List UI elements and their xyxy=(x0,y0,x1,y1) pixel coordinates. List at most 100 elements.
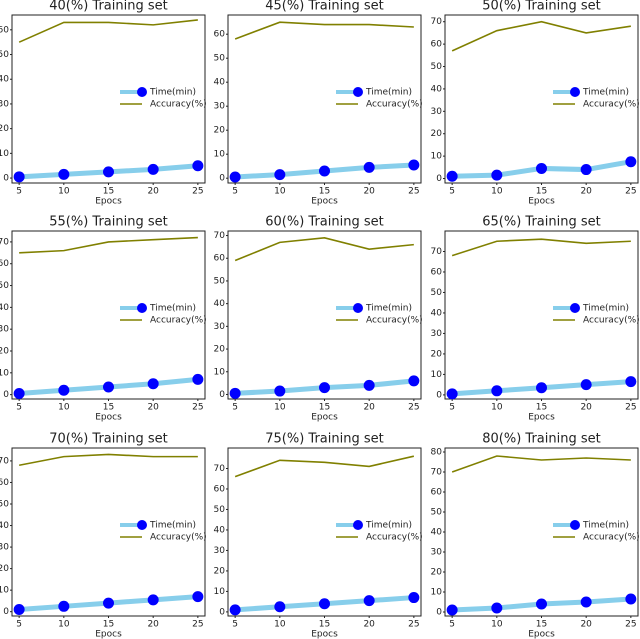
y-tick-label: 40 xyxy=(214,78,226,88)
y-tick-label: 0 xyxy=(3,174,9,184)
y-tick-label: 40 xyxy=(0,521,9,531)
point xyxy=(147,378,159,390)
y-tick-label: 20 xyxy=(0,347,9,357)
point xyxy=(491,385,503,397)
x-tick-label: 20 xyxy=(363,620,375,630)
point xyxy=(192,373,204,385)
legend-marker xyxy=(353,303,363,313)
y-tick-label: 40 xyxy=(214,299,226,309)
legend-label: Accuracy(%) xyxy=(583,533,640,543)
point xyxy=(363,595,375,607)
point xyxy=(408,592,420,604)
y-tick-label: 30 xyxy=(431,329,443,339)
point xyxy=(408,375,420,387)
legend-marker xyxy=(353,87,363,97)
x-tick-label: 15 xyxy=(536,620,547,630)
y-tick-label: 10 xyxy=(214,587,226,597)
legend-label: Time(min) xyxy=(365,88,412,98)
x-tick-label: 15 xyxy=(319,187,330,197)
y-tick-label: 10 xyxy=(0,368,9,378)
y-tick-label: 30 xyxy=(431,107,443,117)
y-tick-label: 10 xyxy=(431,370,443,380)
x-tick-label: 20 xyxy=(580,403,592,413)
x-tick-label: 10 xyxy=(58,403,70,413)
x-tick-label: 25 xyxy=(408,620,419,630)
y-tick-label: 70 xyxy=(214,464,226,474)
y-tick-label: 40 xyxy=(431,308,443,318)
x-tick-label: 15 xyxy=(103,620,114,630)
point xyxy=(580,379,592,391)
x-axis-label: Epocs xyxy=(528,197,555,207)
x-tick-label: 5 xyxy=(449,620,455,630)
y-tick-label: 50 xyxy=(214,276,226,286)
chart-title: 45(%) Training set xyxy=(265,0,383,14)
y-tick-label: 0 xyxy=(219,390,225,400)
point xyxy=(536,382,547,394)
y-tick-label: 70 xyxy=(0,456,9,466)
legend-label: Accuracy(%) xyxy=(366,533,423,543)
y-tick-label: 60 xyxy=(431,488,443,498)
legend-label: Accuracy(%) xyxy=(150,100,207,110)
x-axis-label: Epocs xyxy=(528,630,555,639)
series-line xyxy=(234,237,414,262)
chart-title: 70(%) Training set xyxy=(49,432,167,447)
point xyxy=(491,169,503,181)
y-tick-label: 0 xyxy=(436,390,442,400)
y-tick-label: 20 xyxy=(431,129,443,139)
x-tick-label: 20 xyxy=(147,620,159,630)
x-tick-label: 25 xyxy=(192,403,203,413)
point xyxy=(192,591,204,603)
point xyxy=(58,384,70,396)
x-tick-label: 20 xyxy=(580,620,592,630)
point xyxy=(58,168,70,180)
series-line xyxy=(18,453,198,467)
legend-marker xyxy=(570,303,580,313)
x-tick-label: 20 xyxy=(147,187,159,197)
legend-label: Time(min) xyxy=(582,88,629,98)
x-tick-label: 10 xyxy=(58,620,70,630)
x-tick-label: 15 xyxy=(536,187,547,197)
y-tick-label: 50 xyxy=(0,500,9,510)
y-tick-label: 80 xyxy=(431,448,443,458)
x-tick-label: 25 xyxy=(625,620,636,630)
x-tick-label: 15 xyxy=(536,403,547,413)
y-tick-label: 40 xyxy=(431,528,443,538)
series-line xyxy=(451,455,631,473)
y-tick-label: 30 xyxy=(0,543,9,553)
legend-marker xyxy=(353,520,363,530)
chart-title: 80(%) Training set xyxy=(482,432,600,447)
series-line xyxy=(451,20,631,52)
x-axis-label: Epocs xyxy=(95,197,122,207)
chart-title: 40(%) Training set xyxy=(49,0,167,14)
y-tick-label: 30 xyxy=(431,548,443,558)
point xyxy=(491,602,503,614)
y-tick-label: 60 xyxy=(214,484,226,494)
x-tick-label: 25 xyxy=(408,187,419,197)
y-tick-label: 20 xyxy=(431,349,443,359)
point xyxy=(274,169,286,181)
y-tick-label: 40 xyxy=(0,303,9,313)
y-tick-label: 20 xyxy=(431,568,443,578)
y-tick-label: 20 xyxy=(214,566,226,576)
x-tick-label: 10 xyxy=(274,620,286,630)
y-tick-label: 20 xyxy=(214,345,226,355)
y-tick-label: 60 xyxy=(0,259,9,269)
x-tick-label: 10 xyxy=(58,187,70,197)
legend-label: Time(min) xyxy=(582,521,629,531)
y-tick-label: 60 xyxy=(0,25,9,35)
y-tick-label: 30 xyxy=(214,102,226,112)
point xyxy=(229,171,241,183)
y-tick-label: 60 xyxy=(214,254,226,264)
y-tick-label: 30 xyxy=(214,546,226,556)
point xyxy=(192,160,204,172)
y-tick-label: 20 xyxy=(0,564,9,574)
y-tick-label: 10 xyxy=(0,586,9,596)
legend-label: Time(min) xyxy=(365,521,412,531)
y-tick-label: 50 xyxy=(0,50,9,60)
legend-label: Time(min) xyxy=(582,304,629,314)
point xyxy=(103,166,114,178)
point xyxy=(625,156,637,168)
point xyxy=(274,601,286,613)
y-tick-label: 20 xyxy=(214,126,226,136)
y-tick-label: 0 xyxy=(436,608,442,618)
